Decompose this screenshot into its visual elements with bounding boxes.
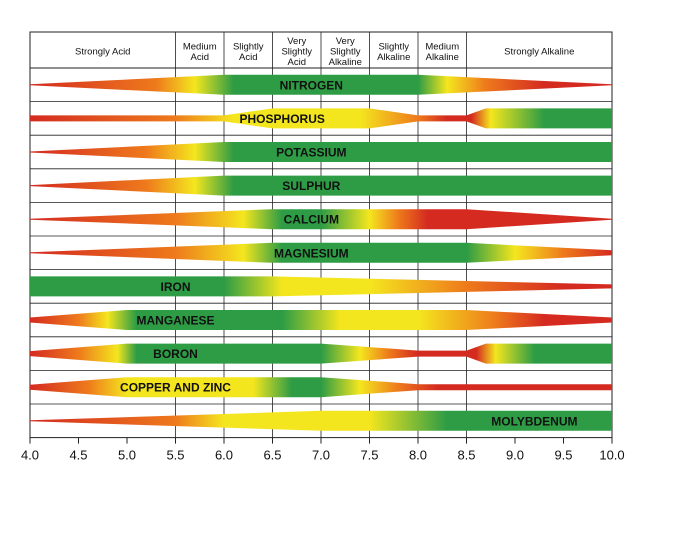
nutrient-label-potassium: POTASSIUM [276,146,346,160]
nutrient-label-copper-and-zinc: COPPER AND ZINC [120,381,231,395]
nutrient-label-calcium: CALCIUM [284,213,339,227]
nutrient-bands [30,74,612,431]
x-tick-label: 9.0 [506,448,524,463]
x-tick-label: 6.5 [263,448,281,463]
nutrient-band-sulphur [30,175,612,196]
header-category-label: Medium Acid [183,41,217,63]
nutrient-label-sulphur: SULPHUR [282,179,340,193]
x-tick-label: 6.0 [215,448,233,463]
x-tick-label: 8.5 [457,448,475,463]
nutrient-band-iron [30,276,612,297]
x-tick-label: 8.0 [409,448,427,463]
nutrient-band-calcium [30,209,612,230]
x-axis: 4.0 4.5 5.0 5.5 6.0 6.5 7.0 7.5 8.0 8.5 9.0 9.5 10.0 [21,437,625,463]
nutrient-label-nitrogen: NITROGEN [280,78,343,92]
nutrient-band-magnesium [30,242,612,263]
header-category-label: Strongly Alkaline [504,47,574,58]
x-tick-label: 9.5 [554,448,572,463]
x-tick-label: 10.0 [599,448,624,463]
nutrient-label-boron: BORON [153,347,198,361]
nutrient-label-manganese: MANGANESE [136,314,214,328]
x-tick-label: 4.0 [21,448,39,463]
nutrient-band-boron [30,343,612,364]
nutrient-band-phosphorus [30,108,612,129]
nutrient-band-nitrogen [30,74,612,95]
x-tick-label: 7.5 [360,448,378,463]
nutrient-band-molybdenum [30,410,612,431]
x-tick-label: 5.5 [166,448,184,463]
header-category-label: Very Slightly Alkaline [329,36,362,68]
nutrient-band-manganese [30,310,612,330]
header-category-label: Slightly Acid [233,41,264,63]
nutrient-labels: NITROGEN PHOSPHORUS POTASSIUM SULPHUR CALCIU… [120,78,577,428]
header-category-label: Very Slightly Acid [281,36,312,68]
nutrient-label-magnesium: MAGNESIUM [274,246,349,260]
header-category-label: Slightly Alkaline [377,41,410,63]
chart-grid [29,31,613,439]
nutrient-label-iron: IRON [161,280,191,294]
x-tick-label: 4.5 [69,448,87,463]
nutrient-label-phosphorus: PHOSPHORUS [240,112,325,126]
nutrient-label-molybdenum: MOLYBDENUM [491,414,577,428]
nutrient-band-potassium [30,142,612,162]
header-category-label: Strongly Acid [75,47,130,58]
x-tick-label: 5.0 [118,448,136,463]
nutrient-band-copper-and-zinc [30,377,612,398]
x-tick-label: 7.0 [312,448,330,463]
ph-category-header: Strongly Acid Medium Acid Slightly Acid Very S… [75,36,574,68]
header-category-label: Medium Alkaline [425,41,459,63]
